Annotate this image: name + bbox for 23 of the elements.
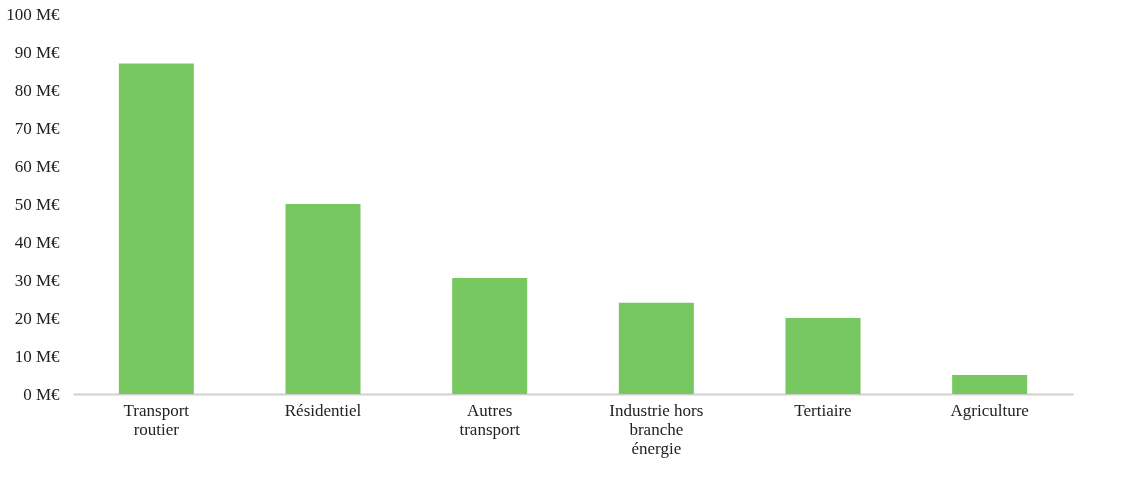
bar xyxy=(952,375,1028,394)
y-tick-label: 40 M€ xyxy=(14,232,60,252)
bar xyxy=(118,63,194,394)
y-tick-label: 60 M€ xyxy=(14,156,60,176)
bar xyxy=(285,204,361,394)
y-tick-label: 30 M€ xyxy=(14,270,60,290)
bar xyxy=(618,302,694,394)
y-tick-label: 80 M€ xyxy=(14,80,60,100)
x-tick-label: Industrie hors branche énergie xyxy=(609,400,704,458)
y-tick-label: 0 M€ xyxy=(23,384,60,404)
x-tick-label: Tertiaire xyxy=(794,400,852,420)
y-tick-label: 70 M€ xyxy=(14,118,60,138)
x-tick-label: Agriculture xyxy=(950,400,1029,420)
x-tick-label: Transport routier xyxy=(123,400,190,439)
y-tick-label: 20 M€ xyxy=(14,308,60,328)
bar xyxy=(452,278,528,394)
bar xyxy=(785,318,861,394)
y-tick-label: 50 M€ xyxy=(14,194,60,214)
y-tick-label: 10 M€ xyxy=(14,346,60,366)
x-tick-label: Résidentiel xyxy=(284,400,362,420)
x-tick-label: Autres transport xyxy=(459,400,521,439)
y-tick-label: 100 M€ xyxy=(6,4,60,24)
y-tick-label: 90 M€ xyxy=(14,42,60,62)
